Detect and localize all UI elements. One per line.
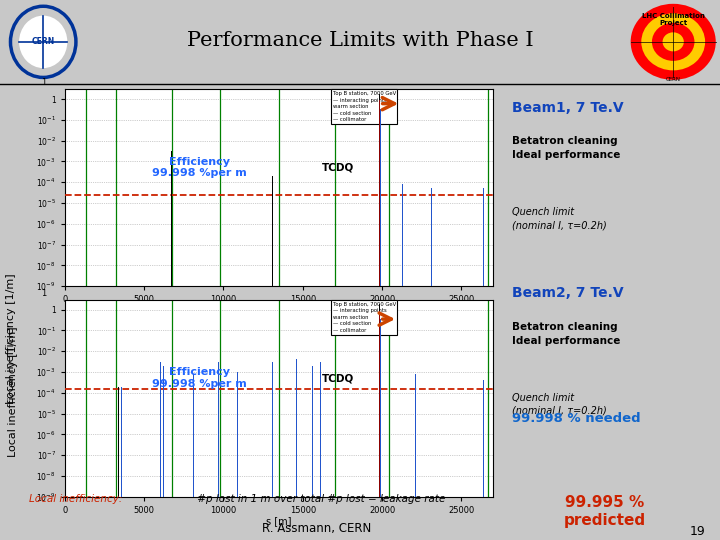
Text: CERN: CERN [32, 37, 55, 46]
Text: R. Assmann, CERN: R. Assmann, CERN [262, 522, 372, 535]
Bar [272, 176, 273, 286]
Bar [296, 360, 297, 497]
Bar [415, 374, 416, 497]
Bar [64, 104, 66, 286]
Text: CERN: CERN [666, 77, 680, 82]
Text: Betatron cleaning
Ideal performance: Betatron cleaning Ideal performance [513, 137, 621, 160]
Circle shape [652, 23, 695, 61]
X-axis label: s [m]: s [m] [266, 516, 292, 526]
Circle shape [19, 16, 67, 68]
Text: Top B station, 7000 GeV
— interacting points
warm section
— cold section
— colli: Top B station, 7000 GeV — interacting po… [333, 91, 396, 123]
Bar [380, 109, 381, 286]
Text: 1: 1 [41, 78, 47, 87]
Text: Local inefficiency [1/m]: Local inefficiency [1/m] [6, 274, 16, 404]
Circle shape [662, 32, 684, 51]
Text: Local inefficiency [1/m]: Local inefficiency [1/m] [8, 326, 18, 457]
Bar [272, 362, 273, 497]
Circle shape [631, 4, 716, 80]
Bar [193, 374, 194, 497]
Text: Quench limit
(nominal I, τ=0.2h): Quench limit (nominal I, τ=0.2h) [513, 207, 607, 231]
Text: 1: 1 [41, 289, 47, 298]
Bar [351, 362, 352, 497]
Circle shape [642, 14, 705, 70]
Bar [379, 100, 380, 286]
Text: Efficiency
99.998 %per m: Efficiency 99.998 %per m [153, 157, 247, 179]
Text: TCDQ: TCDQ [322, 373, 354, 383]
Text: Beam1, 7 Te.V: Beam1, 7 Te.V [513, 101, 624, 115]
Text: #p lost in 1 m over total #p lost = leakage rate: #p lost in 1 m over total #p lost = leak… [194, 494, 446, 504]
Text: 19: 19 [690, 525, 706, 538]
Bar [343, 366, 344, 497]
Bar [218, 362, 219, 497]
Bar [379, 310, 380, 497]
Text: LHC Collimation
Project: LHC Collimation Project [642, 12, 705, 25]
Bar [483, 188, 484, 286]
Bar [380, 319, 381, 497]
Text: Betatron cleaning
Ideal performance: Betatron cleaning Ideal performance [513, 322, 621, 346]
Bar [417, 187, 418, 286]
Text: Performance Limits with Phase I: Performance Limits with Phase I [186, 31, 534, 50]
Bar [118, 387, 120, 497]
Bar [483, 380, 484, 497]
Text: Local inefficiency:: Local inefficiency: [29, 494, 122, 504]
Bar [431, 188, 432, 286]
Text: 99.995 %
predicted: 99.995 % predicted [564, 495, 646, 529]
Bar [402, 184, 403, 286]
Text: TCDQ: TCDQ [322, 163, 354, 173]
Text: Efficiency
99.998 %per m: Efficiency 99.998 %per m [153, 368, 247, 389]
Text: Beam2, 7 Te.V: Beam2, 7 Te.V [513, 286, 624, 300]
Text: 99.998 % needed: 99.998 % needed [513, 413, 641, 426]
Text: Top B station, 7000 GeV
— interacting points
warm section
— cold section
— colli: Top B station, 7000 GeV — interacting po… [333, 302, 396, 333]
Text: Quench limit
(nominal I, τ=0.2h): Quench limit (nominal I, τ=0.2h) [513, 393, 607, 416]
